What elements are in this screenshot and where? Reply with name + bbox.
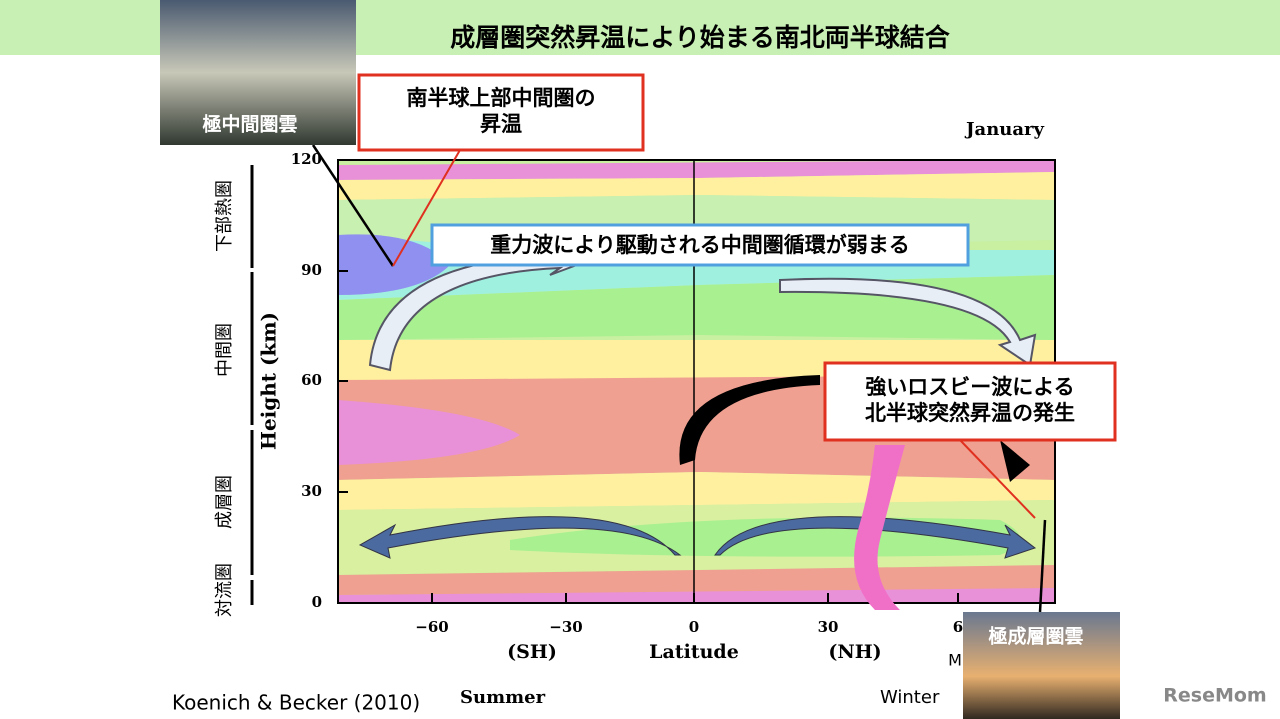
sh-label: (SH) (507, 641, 557, 663)
nh-label: (NH) (828, 641, 881, 663)
y-tick-label: 90 (301, 261, 322, 279)
callout-box (357, 73, 645, 152)
season: Winter (880, 687, 940, 708)
photo (160, 0, 356, 145)
x-tick-label: 0 (689, 618, 699, 636)
callout: 南半球上部中間圏の昇温 (407, 86, 596, 136)
photo (963, 612, 1120, 719)
x-tick-label: −30 (549, 618, 582, 636)
season: Summer (460, 687, 546, 708)
month: January (964, 119, 1045, 140)
citation: Koenich & Becker (2010) (172, 691, 420, 715)
y-axis-label: Height (km) (257, 312, 281, 450)
layer-label: 成層圏 (214, 475, 235, 529)
y-tick-label: 0 (312, 593, 322, 611)
y-tick-label: 30 (301, 482, 322, 500)
photo-caption: 極成層圏雲 (988, 625, 1083, 648)
layer-label: 対流圏 (214, 563, 235, 617)
photo-caption: 極中間圏雲 (202, 113, 297, 136)
title: 成層圏突然昇温により始まる南北両半球結合 (450, 23, 951, 52)
x-axis-label: Latitude (649, 641, 739, 663)
y-tick-label: 120 (291, 150, 322, 168)
x-tick-label: 6 (953, 618, 963, 636)
callout-box (430, 223, 970, 267)
callout-box (823, 361, 1117, 442)
callout: 重力波により駆動される中間圏循環が弱まる (490, 233, 910, 257)
layer-label: 中間圏 (214, 323, 235, 377)
y-tick-label: 60 (301, 371, 322, 389)
layer-label: 下部熱圏 (214, 180, 235, 252)
x-tick-label: 30 (818, 618, 839, 636)
logo: ReseMom (1163, 685, 1266, 707)
callout: 強いロスビー波による北半球突然昇温の発生 (865, 375, 1075, 425)
m-label: M (948, 651, 962, 670)
x-tick-label: −60 (415, 618, 448, 636)
